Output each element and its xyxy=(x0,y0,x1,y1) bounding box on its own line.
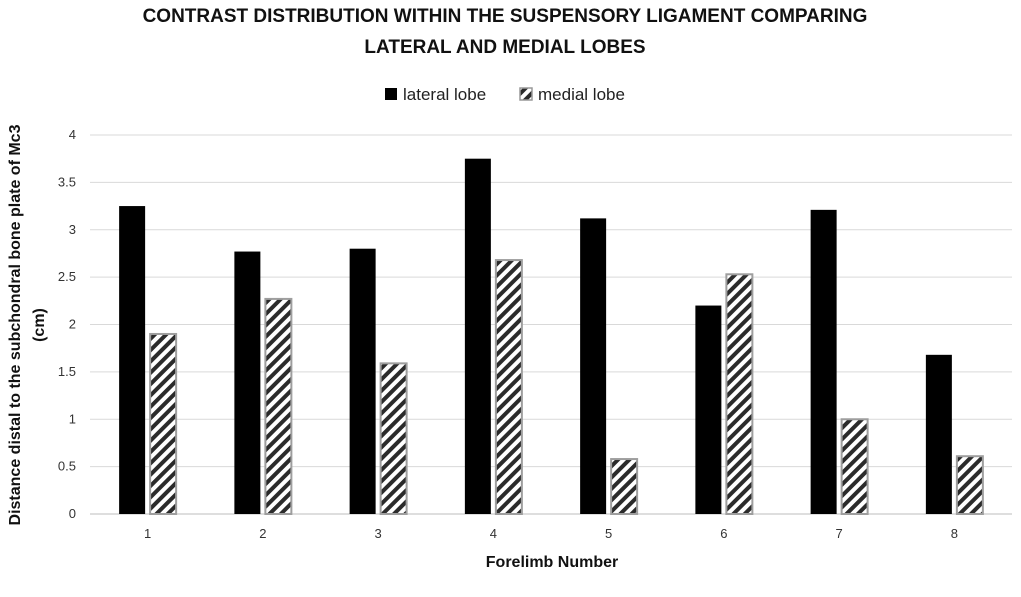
bar-lateral-lobe-4 xyxy=(464,158,491,514)
y-tick-label: 1 xyxy=(69,411,76,426)
x-tick-label: 1 xyxy=(144,526,151,541)
y-tick-label: 4 xyxy=(69,127,76,142)
bar-lateral-lobe-2 xyxy=(234,251,261,515)
bar-lateral-lobe-5 xyxy=(580,218,607,514)
bar-medial-lobe-5 xyxy=(610,458,639,516)
x-tick-label: 4 xyxy=(490,526,497,541)
x-axis-ticks: 1 2 3 4 5 6 7 8 xyxy=(144,526,958,541)
bar-lateral-lobe-3 xyxy=(349,248,376,514)
x-tick-label: 8 xyxy=(951,526,958,541)
y-axis-label-line-1: Distance distal to the subchondral bone … xyxy=(7,124,24,525)
bar-lateral-lobe-8 xyxy=(925,354,952,514)
legend-label-lateral-lobe: lateral lobe xyxy=(403,85,486,104)
bar-medial-lobe-1 xyxy=(149,332,178,515)
y-axis-label-line-2: (cm) xyxy=(31,308,48,342)
legend-swatch-medial-lobe xyxy=(519,87,533,101)
chart-title-line-1: CONTRAST DISTRIBUTION WITHIN THE SUSPENS… xyxy=(143,6,868,27)
x-tick-label: 5 xyxy=(605,526,612,541)
y-axis-ticks: 0 0.5 1 1.5 2 2.5 3 3.5 4 xyxy=(58,127,76,521)
x-tick-label: 3 xyxy=(375,526,382,541)
legend: lateral lobe medial lobe xyxy=(385,85,625,104)
chart-title-line-2: LATERAL AND MEDIAL LOBES xyxy=(364,37,645,58)
y-tick-label: 3 xyxy=(69,222,76,237)
legend-swatch-lateral-lobe xyxy=(385,88,397,100)
x-axis-label: Forelimb Number xyxy=(486,554,618,571)
gridlines xyxy=(90,134,1012,515)
bar-lateral-lobe-7 xyxy=(810,209,837,515)
bar-lateral-lobe-6 xyxy=(695,305,722,514)
bar-medial-lobe-3 xyxy=(379,362,408,515)
bar-medial-lobe-8 xyxy=(955,455,984,516)
bar-medial-lobe-7 xyxy=(840,418,869,515)
y-tick-label: 2.5 xyxy=(58,269,76,284)
bars xyxy=(119,158,984,516)
y-tick-label: 0 xyxy=(69,506,76,521)
bar-medial-lobe-6 xyxy=(725,273,754,515)
bar-lateral-lobe-1 xyxy=(119,206,146,514)
y-tick-label: 1.5 xyxy=(58,364,76,379)
legend-label-medial-lobe: medial lobe xyxy=(538,85,625,104)
y-tick-label: 2 xyxy=(69,317,76,332)
y-tick-label: 3.5 xyxy=(58,174,76,189)
x-tick-label: 7 xyxy=(836,526,843,541)
y-tick-label: 0.5 xyxy=(58,459,76,474)
bar-medial-lobe-2 xyxy=(264,297,293,516)
x-tick-label: 2 xyxy=(259,526,266,541)
bar-medial-lobe-4 xyxy=(494,259,523,515)
x-tick-label: 6 xyxy=(720,526,727,541)
